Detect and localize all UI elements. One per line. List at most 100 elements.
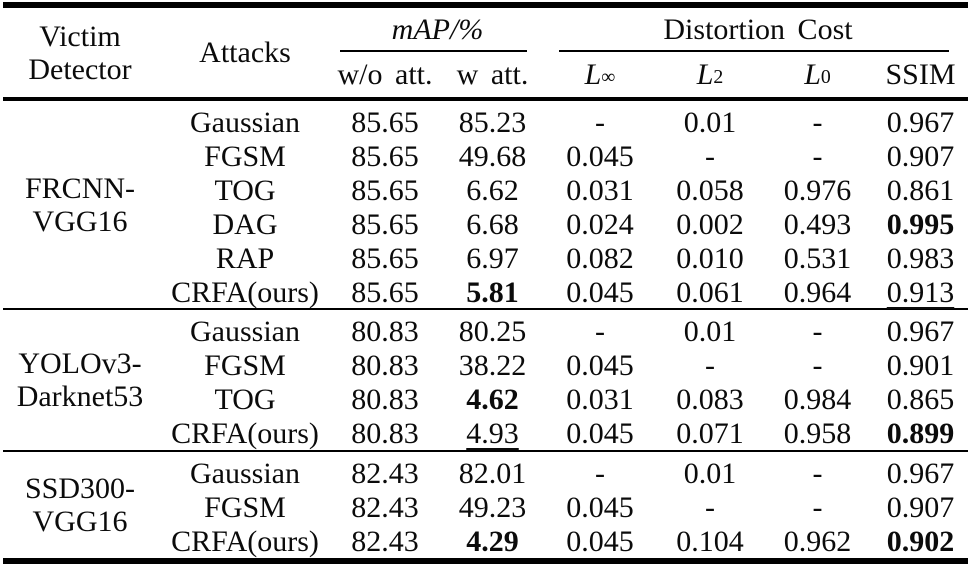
attack-name: DAG <box>212 208 278 241</box>
ssim-value: 0.913 <box>886 276 955 309</box>
table-top-rule <box>3 2 968 8</box>
group-separator-rule <box>3 308 968 310</box>
linf-value: 0.045 <box>566 140 634 173</box>
detector-line1: SSD300- <box>24 472 136 505</box>
map-w-att-value: 49.23 <box>458 491 527 524</box>
ssim-value: 0.901 <box>886 349 955 382</box>
linf-value: 0.031 <box>566 383 634 416</box>
ssim-value: 0.907 <box>886 491 955 524</box>
ssim-value: 0.907 <box>886 140 955 173</box>
group-frcnn-vgg16: FRCNN- VGG16 Gaussian 85.65 85.23 - 0.01… <box>0 101 971 310</box>
detector-line2: VGG16 <box>32 204 128 238</box>
map-w-att-value: 4.29 <box>466 525 519 558</box>
ssim-value: 0.995 <box>886 208 955 241</box>
ssim-value: 0.865 <box>886 383 955 416</box>
l2-value: - <box>705 140 715 173</box>
map-w-att-value: 6.62 <box>466 174 519 207</box>
map-w-att-value: 82.01 <box>458 457 527 490</box>
col-header-attacks: Attacks <box>199 35 291 69</box>
l0-value: - <box>812 315 823 348</box>
l2-value: 0.071 <box>676 417 744 450</box>
l2-value: 0.01 <box>683 457 737 490</box>
ssim-value: 0.861 <box>886 174 955 207</box>
map-wo-att-value: 85.65 <box>351 208 419 241</box>
map-wo-att-value: 82.43 <box>351 491 419 524</box>
attack-name: CRFA(ours) <box>171 276 319 309</box>
l2-value: 0.01 <box>683 315 737 348</box>
group-rows: Gaussian 85.65 85.23 - 0.01 - 0.967 FGSM… <box>160 101 971 310</box>
map-wo-att-value: 80.83 <box>351 349 419 382</box>
col-header-w-att: w att. <box>456 57 529 91</box>
table-bottom-rule <box>3 558 968 564</box>
l2-value: 0.104 <box>676 525 744 558</box>
attack-name: FGSM <box>204 491 286 524</box>
ssim-value: 0.967 <box>886 106 955 139</box>
linf-value: 0.045 <box>566 349 634 382</box>
l0-value: 0.984 <box>783 383 852 416</box>
table-row: TOG 85.65 6.62 0.031 0.058 0.976 0.861 <box>160 174 971 208</box>
attack-name: Gaussian <box>190 106 300 139</box>
col-header-victim-detector: Victim Detector <box>0 8 160 97</box>
linf-value: 0.031 <box>566 174 634 207</box>
col-header-ssim: SSIM <box>885 57 956 91</box>
detector-label: SSD300- VGG16 <box>0 452 160 558</box>
l0-value: 0.962 <box>783 525 852 558</box>
l0-value: - <box>812 457 823 490</box>
l0-value: 0.958 <box>783 417 852 450</box>
table-row: RAP 85.65 6.97 0.082 0.010 0.531 0.983 <box>160 242 971 276</box>
linf-value: 0.024 <box>566 208 634 241</box>
table-row: Gaussian 80.83 80.25 - 0.01 - 0.967 <box>160 315 971 349</box>
map-group-label: mAP/% <box>391 13 484 46</box>
map-wo-att-value: 85.65 <box>351 174 419 207</box>
map-w-att-value: 4.93 <box>466 417 519 450</box>
table-row: DAG 85.65 6.68 0.024 0.002 0.493 0.995 <box>160 208 971 242</box>
linf-value: - <box>595 315 605 348</box>
victim-line2: Detector <box>28 52 132 86</box>
group-rows: Gaussian 80.83 80.25 - 0.01 - 0.967 FGSM… <box>160 310 971 450</box>
group-yolov3-darknet53: YOLOv3- Darknet53 Gaussian 80.83 80.25 -… <box>0 310 971 450</box>
detector-label: FRCNN- VGG16 <box>0 101 160 308</box>
l2-value: 0.01 <box>683 106 737 139</box>
map-w-att-value: 6.68 <box>466 208 519 241</box>
table-row: CRFA(ours) 85.65 5.81 0.045 0.061 0.964 … <box>160 276 971 310</box>
table-row: Gaussian 85.65 85.23 - 0.01 - 0.967 <box>160 106 971 140</box>
table-row: Gaussian 82.43 82.01 - 0.01 - 0.967 <box>160 457 971 491</box>
attack-name: FGSM <box>204 140 286 173</box>
distortion-group-label: Distortion Cost <box>663 13 853 46</box>
map-wo-att-value: 80.83 <box>351 417 419 450</box>
table-row: TOG 80.83 4.62 0.031 0.083 0.984 0.865 <box>160 383 971 417</box>
l0-value: 0.976 <box>783 174 852 207</box>
ssim-value: 0.899 <box>886 417 955 450</box>
table-row: FGSM 80.83 38.22 0.045 - - 0.901 <box>160 349 971 383</box>
linf-value: 0.045 <box>566 276 634 309</box>
map-w-att-value: 5.81 <box>466 276 519 309</box>
table-row: FGSM 85.65 49.68 0.045 - - 0.907 <box>160 140 971 174</box>
l2-value: 0.010 <box>676 242 744 275</box>
ssim-value: 0.967 <box>886 457 955 490</box>
l2-base: L <box>696 57 714 91</box>
map-wo-att-value: 85.65 <box>351 140 419 173</box>
l0-value: - <box>812 349 823 382</box>
map-w-att-value: 4.62 <box>466 383 519 416</box>
group-separator-rule <box>3 450 968 452</box>
l2-value: - <box>705 349 715 382</box>
header-bottom-rule <box>3 97 968 101</box>
l0-value: - <box>812 140 823 173</box>
l0-value: - <box>812 106 823 139</box>
l2-value: 0.058 <box>676 174 744 207</box>
detector-line1: FRCNN- <box>24 171 136 205</box>
map-wo-att-value: 85.65 <box>351 106 419 139</box>
col-header-linf: L ∞ <box>584 57 616 91</box>
attack-name: Gaussian <box>190 457 300 490</box>
map-w-att-value: 85.23 <box>458 106 527 139</box>
group-ssd300-vgg16: SSD300- VGG16 Gaussian 82.43 82.01 - 0.0… <box>0 452 971 558</box>
linf-value: - <box>595 106 605 139</box>
linf-value: 0.045 <box>566 417 634 450</box>
map-wo-att-value: 85.65 <box>351 242 419 275</box>
map-wo-att-value: 80.83 <box>351 383 419 416</box>
map-wo-att-value: 85.65 <box>351 276 419 309</box>
l2-value: 0.002 <box>676 208 744 241</box>
map-group-underline <box>340 50 527 52</box>
